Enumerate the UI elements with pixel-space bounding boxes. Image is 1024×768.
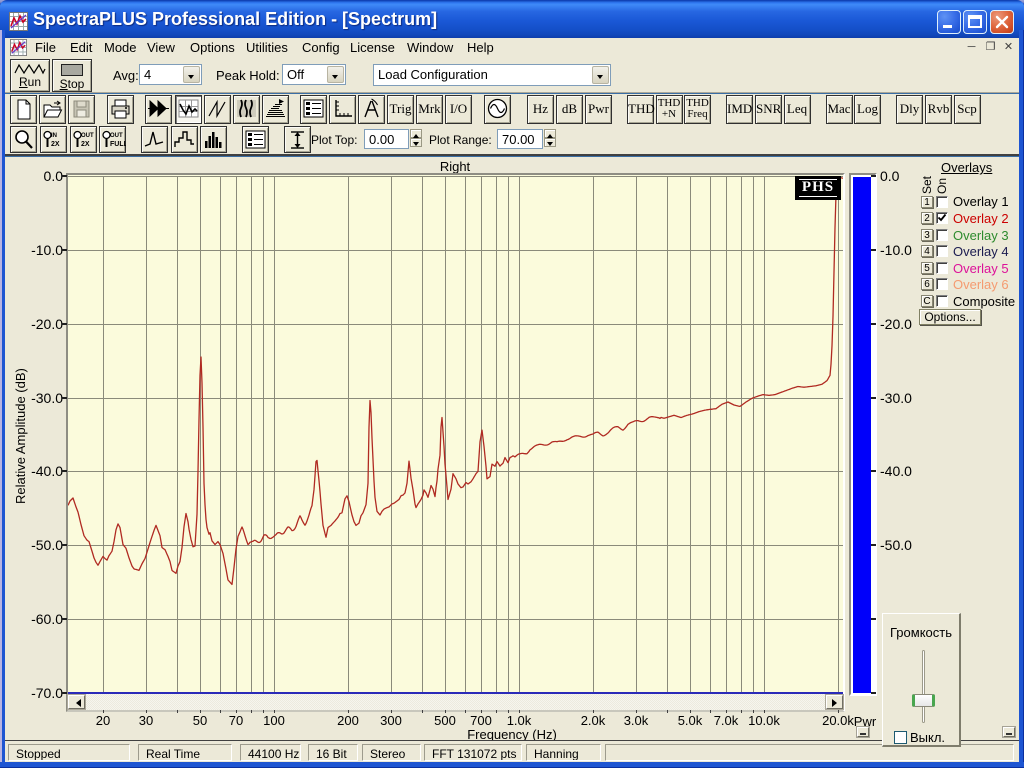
svg-text:2X: 2X: [81, 141, 90, 148]
svg-text:FULL: FULL: [110, 141, 126, 148]
svg-text:OUT: OUT: [81, 133, 94, 139]
svg-text:2X: 2X: [51, 141, 60, 148]
svg-text:IN: IN: [51, 133, 57, 139]
svg-text:OUT: OUT: [110, 133, 123, 139]
